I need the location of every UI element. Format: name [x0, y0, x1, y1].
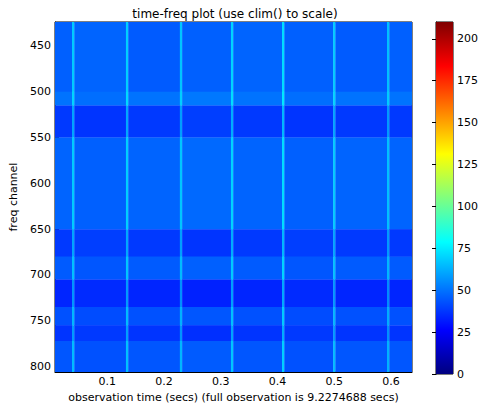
svg-text:25: 25 [457, 326, 471, 339]
svg-text:0.6: 0.6 [382, 375, 400, 388]
svg-text:800: 800 [30, 360, 51, 373]
svg-text:50: 50 [457, 284, 471, 297]
svg-text:75: 75 [457, 242, 471, 255]
svg-text:0.3: 0.3 [212, 375, 230, 388]
svg-text:time-freq plot (use clim() to: time-freq plot (use clim() to scale) [132, 7, 337, 21]
svg-text:450: 450 [30, 39, 51, 52]
svg-text:0.5: 0.5 [325, 375, 343, 388]
svg-text:200: 200 [457, 32, 478, 45]
svg-text:100: 100 [457, 200, 478, 213]
svg-text:600: 600 [30, 177, 51, 190]
svg-text:550: 550 [30, 131, 51, 144]
svg-text:observation time (secs) (full: observation time (secs) (full observatio… [68, 391, 398, 404]
svg-text:175: 175 [457, 74, 478, 87]
svg-text:650: 650 [30, 223, 51, 236]
svg-text:150: 150 [457, 116, 478, 129]
svg-text:freq channel: freq channel [7, 163, 20, 232]
svg-text:750: 750 [30, 314, 51, 327]
svg-text:125: 125 [457, 158, 478, 171]
svg-text:0.1: 0.1 [98, 375, 116, 388]
svg-text:0.4: 0.4 [269, 375, 287, 388]
svg-text:700: 700 [30, 268, 51, 281]
svg-text:0: 0 [457, 368, 464, 381]
svg-text:500: 500 [30, 85, 51, 98]
svg-text:0.2: 0.2 [155, 375, 173, 388]
